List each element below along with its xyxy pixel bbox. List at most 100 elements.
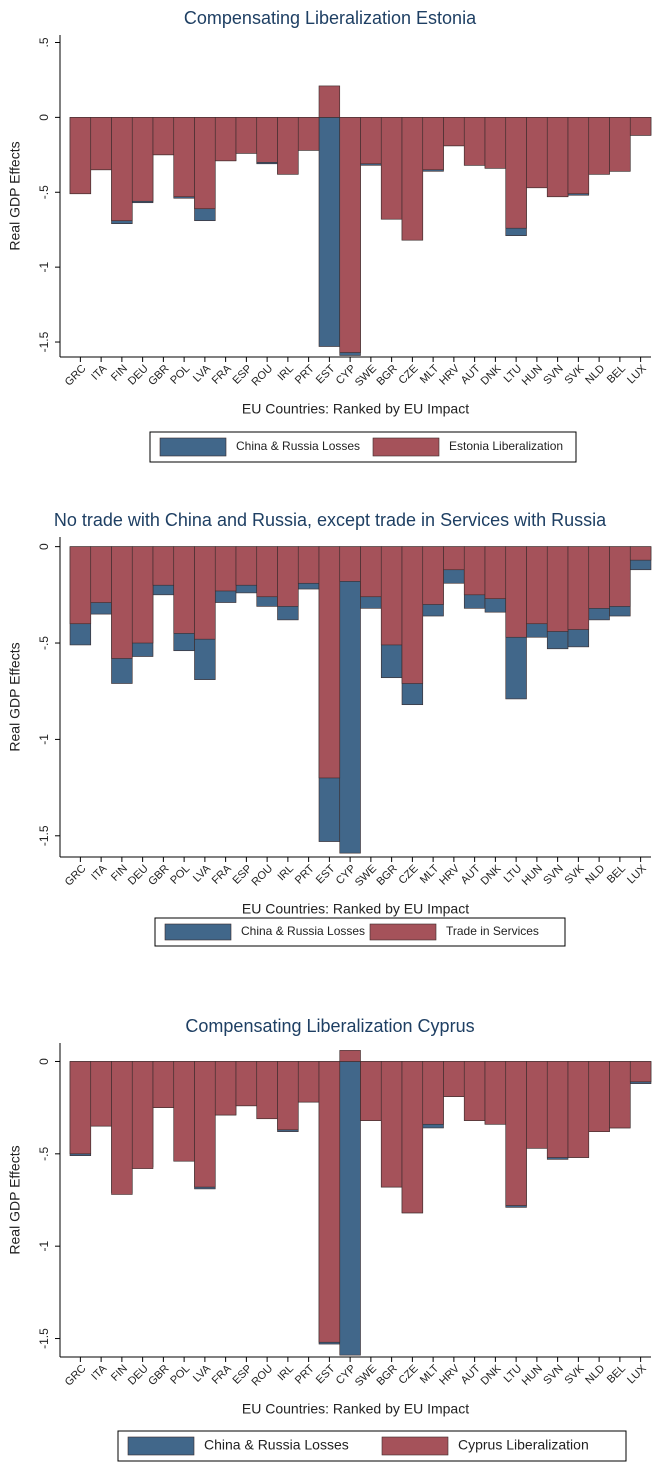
bar: [90, 546, 112, 603]
bar: [422, 1061, 444, 1125]
bar: [629, 117, 652, 136]
x-tick-label: ITA: [89, 1362, 109, 1382]
x-tick-label: GBR: [146, 1363, 171, 1388]
legend-swatch: [159, 437, 227, 457]
x-tick-label: DEU: [126, 1363, 151, 1388]
x-tick-label: SVN: [541, 1363, 566, 1388]
legend-box: [117, 1430, 627, 1462]
bar: [484, 117, 507, 169]
bar: [380, 117, 403, 220]
x-tick-label: AUT: [459, 362, 483, 386]
bar: [194, 1061, 216, 1188]
x-tick-label: ROU: [250, 1363, 276, 1389]
bar: [131, 1061, 154, 1169]
bar: [69, 1061, 92, 1155]
bar: [505, 117, 527, 229]
y-axis-title: Real GDP Effects: [7, 1145, 23, 1254]
y-tick-label: -1.5: [37, 331, 51, 352]
bar: [588, 1061, 610, 1132]
y-tick-label: 0: [37, 543, 51, 550]
bar: [90, 1061, 112, 1127]
x-tick-label: IRL: [275, 1363, 296, 1384]
chart-panel: Compensating Liberalization Estonia Real …: [7, 8, 652, 463]
x-tick-label: SVN: [541, 363, 566, 388]
y-tick-label: 0: [37, 114, 51, 121]
bar: [318, 85, 341, 118]
bar: [546, 1061, 569, 1158]
x-tick-label: LVA: [191, 862, 214, 885]
x-tick-label: EST: [314, 1363, 338, 1387]
bar: [443, 117, 465, 147]
bar: [297, 546, 320, 584]
x-tick-label: LUX: [625, 1362, 649, 1386]
x-tick-label: ESP: [230, 1363, 254, 1387]
x-tick-label: BEL: [605, 363, 628, 386]
bar: [629, 546, 652, 561]
x-tick-label: ESP: [230, 363, 254, 387]
x-tick-label: ROU: [250, 363, 276, 389]
legend-label: China & Russia Losses: [236, 439, 360, 453]
y-tick-label: -1: [37, 1241, 51, 1252]
bar: [567, 117, 590, 195]
bar: [173, 1061, 195, 1162]
bar: [256, 1061, 278, 1120]
legend-label: China & Russia Losses: [204, 1437, 349, 1453]
y-tick-label: -1: [37, 734, 51, 745]
y-tick-label: 0: [37, 1058, 51, 1065]
x-tick-label: NLD: [583, 1363, 607, 1387]
bar: [526, 1061, 548, 1149]
legend-swatch: [164, 923, 232, 941]
bar: [443, 546, 465, 571]
x-tick-label: SVK: [562, 1362, 587, 1387]
x-tick-label: LUX: [625, 862, 649, 886]
legend-swatch: [381, 1436, 449, 1456]
y-tick-label: -.5: [37, 636, 51, 650]
chart-title: Compensating Liberalization Estonia: [184, 8, 477, 28]
x-tick-label: LUX: [625, 362, 649, 386]
bar: [214, 1061, 237, 1116]
x-tick-label: GRC: [63, 1363, 89, 1389]
y-tick-label: -1: [37, 261, 51, 272]
y-axis-title: Real GDP Effects: [7, 141, 23, 250]
x-tick-label: FRA: [210, 862, 235, 887]
bar: [318, 117, 341, 347]
bar: [339, 546, 361, 582]
x-tick-label: EST: [314, 363, 338, 387]
bar: [111, 117, 133, 222]
bar: [567, 546, 590, 630]
x-tick-label: DNK: [479, 862, 504, 887]
bar: [505, 546, 527, 638]
bar: [339, 117, 361, 353]
y-tick-label: -.5: [37, 185, 51, 199]
x-tick-label: HUN: [520, 363, 545, 388]
x-tick-label: CZE: [397, 1363, 421, 1387]
x-tick-label: SWE: [353, 363, 379, 389]
bar: [360, 546, 382, 598]
bar: [235, 117, 258, 154]
bar: [318, 1061, 341, 1343]
bar: [463, 1061, 486, 1121]
x-axis-title: EU Countries: Ranked by EU Impact: [242, 901, 469, 917]
x-tick-label: FRA: [210, 1362, 235, 1387]
bar: [546, 546, 569, 632]
x-tick-label: SVN: [541, 863, 566, 888]
bar: [131, 546, 154, 644]
bar: [546, 117, 569, 198]
bar: [173, 546, 195, 634]
legend-label: Cyprus Liberalization: [458, 1437, 589, 1453]
x-axis-title: EU Countries: Ranked by EU Impact: [242, 401, 469, 417]
y-axis-title: Real GDP Effects: [7, 642, 23, 751]
bar: [297, 1061, 320, 1103]
x-tick-label: HUN: [520, 1363, 545, 1388]
y-tick-label: .5: [37, 37, 51, 47]
bar: [194, 546, 216, 640]
bar: [360, 1061, 382, 1121]
bar: [277, 1061, 299, 1131]
x-tick-label: NLD: [583, 363, 607, 387]
y-tick-label: -1.5: [37, 825, 51, 846]
x-tick-label: MLT: [418, 1362, 442, 1386]
bar: [567, 1061, 590, 1158]
x-tick-label: CZE: [397, 863, 421, 887]
bar: [443, 1061, 465, 1097]
